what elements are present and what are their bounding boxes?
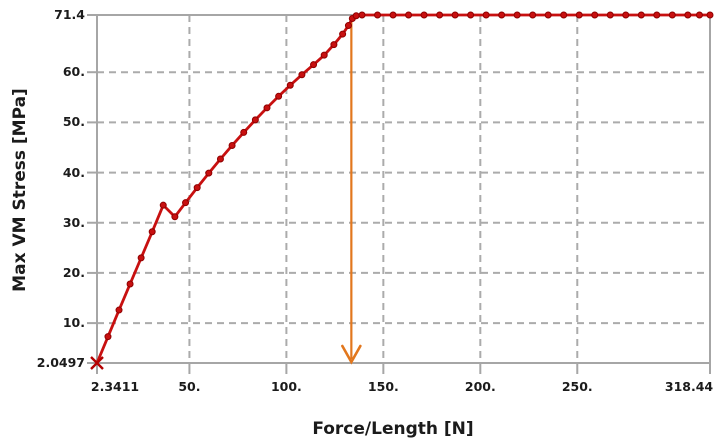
down-arrow-icon [341,344,362,365]
data-point-marker [330,41,338,49]
data-point-marker [240,128,248,136]
x-tick-label: 250. [561,379,593,394]
data-point-marker [275,92,283,100]
data-point-marker [420,11,428,19]
data-point-marker [182,199,190,207]
data-point-marker [205,169,213,177]
data-point-marker [148,228,156,236]
data-point-marker [498,11,506,19]
data-point-marker [436,11,444,19]
data-point-marker [695,11,703,19]
data-point-marker [591,11,599,19]
data-point-marker [352,12,360,20]
data-point-marker [575,11,583,19]
data-point-marker [451,11,459,19]
data-point-marker [668,11,676,19]
y-tick-label: 50. [62,114,85,130]
data-point-marker [560,11,568,19]
y-tick-label: 30. [62,214,85,230]
data-point-marker [653,11,661,19]
data-point-marker [339,30,347,38]
x-tick-label: 50. [178,379,201,394]
data-point-marker [193,184,201,192]
data-point-marker [684,11,692,19]
data-point-marker [159,201,167,209]
y-tick-label: 71.4 [54,7,85,22]
data-point-marker [115,306,123,314]
data-point-marker [286,81,294,89]
data-point-marker [251,116,259,124]
data-point-marker [513,11,521,19]
data-point-marker [706,11,714,19]
x-axis-title: Force/Length [N] [312,419,474,439]
data-point-marker [529,11,537,19]
data-point-marker [467,11,475,19]
x-tick-label: 100. [270,379,302,394]
data-point-marker [137,254,145,262]
data-point-marker [216,155,224,163]
data-point-marker [298,71,306,79]
data-point-marker [389,11,397,19]
data-point-marker [544,11,552,19]
y-tick-label: 10. [62,315,85,331]
data-point-marker [104,333,112,341]
x-tick-label: 150. [367,379,399,394]
y-tick-label: 60. [62,64,85,80]
data-point-marker [405,11,413,19]
data-point-marker [482,11,490,19]
x-tick-label: 2.3411 [90,379,140,394]
data-point-marker [126,280,134,288]
data-point-marker [344,22,352,30]
data-point-marker [374,11,382,19]
data-point-marker [171,213,179,221]
y-tick-label: 40. [62,164,85,180]
data-point-marker [263,104,271,112]
y-axis-title: Max VM Stress [MPa] [10,88,30,292]
data-point-marker [622,11,630,19]
x-tick-label: 200. [464,379,496,394]
y-tick-label: 20. [62,264,85,280]
data-point-marker [637,11,645,19]
data-point-marker [320,51,328,59]
data-point-marker [606,11,614,19]
y-tick-label: 2.0497 [36,355,85,370]
start-point-x-marker [90,356,104,370]
data-point-marker [358,11,366,19]
data-point-marker [228,141,236,149]
x-tick-label: 318.44 [664,379,714,394]
data-point-marker [310,61,318,69]
